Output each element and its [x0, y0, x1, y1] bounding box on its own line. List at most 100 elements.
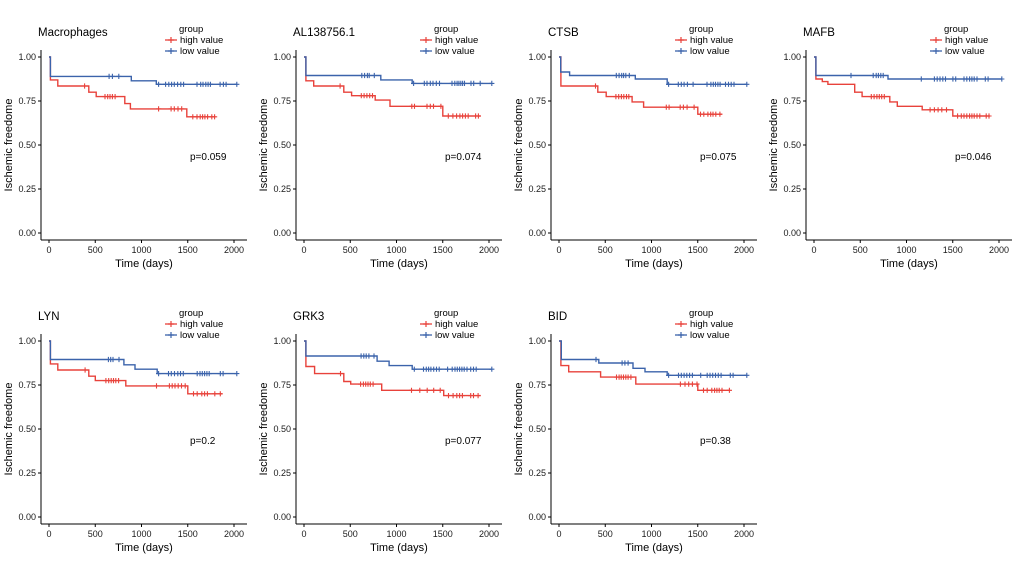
- panel-title: AL138756.1: [293, 27, 355, 39]
- legend-key-plus-icon: [423, 37, 429, 43]
- y-axis-title: Ischemic freedome: [768, 99, 780, 192]
- y-tick-label: 0.75: [18, 96, 36, 106]
- panel-title: BID: [548, 311, 567, 323]
- y-axis-title: Ischemic freedome: [258, 99, 270, 192]
- y-tick-label: 0.50: [528, 140, 546, 150]
- km-panel-ctsb: 0.00 0.25 0.50 0.75 1.00 0 500 1000 1500 2000 Time…: [510, 0, 765, 284]
- y-tick-label: 0.00: [18, 228, 36, 238]
- panel-title: MAFB: [803, 27, 835, 39]
- legend-key-plus-icon: [423, 48, 429, 54]
- x-tick-label: 1000: [641, 529, 661, 539]
- y-tick-label: 0.25: [18, 468, 36, 478]
- x-tick-label: 1500: [943, 245, 963, 255]
- censor-plus-marks-high-value: [337, 83, 481, 119]
- p-value-label: p=0.074: [445, 152, 482, 163]
- km-plot-mafb: 0.00 0.25 0.50 0.75 1.00 0 500 1000 1500 2000 Time…: [768, 24, 1012, 270]
- x-axis-title: Time (days): [625, 258, 683, 270]
- x-tick-label: 0: [301, 529, 306, 539]
- censor-plus-marks-high-value: [592, 83, 723, 117]
- legend-key-plus-icon: [168, 48, 174, 54]
- x-tick-label: 2000: [989, 245, 1009, 255]
- y-tick-label: 1.00: [528, 336, 546, 346]
- x-axis-title: Time (days): [880, 258, 938, 270]
- km-plot-lyn: 0.00 0.25 0.50 0.75 1.00 0 500 1000 1500 2000 Time…: [3, 308, 247, 554]
- p-value-label: p=0.2: [190, 436, 216, 447]
- y-tick-label: 0.00: [528, 228, 546, 238]
- km-curve-low-value: [49, 56, 237, 85]
- y-axis-title: Ischemic freedome: [513, 99, 525, 192]
- x-tick-label: 500: [853, 245, 868, 255]
- x-axis-title: Time (days): [370, 542, 428, 554]
- x-tick-label: 500: [343, 529, 358, 539]
- legend-item-label: high value: [690, 35, 733, 46]
- y-tick-label: 0.50: [783, 140, 801, 150]
- panel-title: GRK3: [293, 311, 324, 323]
- y-tick-label: 0.75: [528, 96, 546, 106]
- y-tick-label: 0.25: [783, 184, 801, 194]
- legend-item-label: low value: [690, 46, 730, 57]
- km-curve-low-value: [304, 340, 492, 370]
- legend-item-label: low value: [180, 46, 220, 57]
- legend-key-plus-icon: [933, 37, 939, 43]
- censor-plus-marks-low-value: [613, 72, 750, 87]
- y-tick-label: 0.25: [528, 468, 546, 478]
- x-tick-label: 2000: [479, 529, 499, 539]
- legend-title: group: [434, 308, 458, 319]
- x-tick-label: 2000: [734, 245, 754, 255]
- censor-plus-marks-low-value: [106, 73, 240, 87]
- y-tick-label: 0.75: [528, 380, 546, 390]
- x-tick-label: 2000: [479, 245, 499, 255]
- censor-plus-marks-high-value: [82, 367, 223, 397]
- km-curve-high-value: [49, 56, 216, 118]
- x-tick-label: 1500: [433, 245, 453, 255]
- legend-title: group: [434, 24, 458, 35]
- y-tick-label: 0.50: [273, 424, 291, 434]
- x-tick-label: 0: [46, 529, 51, 539]
- p-value-label: p=0.077: [445, 436, 482, 447]
- x-tick-label: 1500: [688, 529, 708, 539]
- y-tick-label: 0.75: [783, 96, 801, 106]
- x-tick-label: 500: [598, 529, 613, 539]
- panel-title: LYN: [38, 311, 60, 323]
- km-panel-lyn: 0.00 0.25 0.50 0.75 1.00 0 500 1000 1500 2000 Time…: [0, 284, 255, 568]
- y-tick-label: 0.75: [273, 380, 291, 390]
- y-tick-label: 0.25: [273, 468, 291, 478]
- legend-key-plus-icon: [678, 48, 684, 54]
- x-tick-label: 500: [598, 245, 613, 255]
- km-curve-low-value: [304, 56, 492, 85]
- x-tick-label: 2000: [224, 529, 244, 539]
- km-plot-ctsb: 0.00 0.25 0.50 0.75 1.00 0 500 1000 1500 2000 Time…: [513, 24, 757, 270]
- censor-plus-marks-low-value: [848, 72, 1005, 82]
- legend-item-label: high value: [180, 35, 223, 46]
- y-tick-label: 0.25: [18, 184, 36, 194]
- legend-item-label: low value: [435, 330, 475, 341]
- x-tick-label: 2000: [224, 245, 244, 255]
- p-value-label: p=0.059: [190, 152, 227, 163]
- x-tick-label: 1000: [131, 529, 151, 539]
- y-tick-label: 1.00: [18, 52, 36, 62]
- km-curve-low-value: [559, 340, 747, 376]
- legend-item-label: low value: [690, 330, 730, 341]
- legend-key-plus-icon: [423, 332, 429, 338]
- x-tick-label: 500: [343, 245, 358, 255]
- legend-title: group: [179, 24, 203, 35]
- p-value-label: p=0.046: [955, 152, 992, 163]
- x-tick-label: 500: [88, 529, 103, 539]
- y-axis-title: Ischemic freedome: [258, 383, 270, 476]
- y-tick-label: 0.50: [18, 424, 36, 434]
- x-tick-label: 1500: [688, 245, 708, 255]
- km-curve-high-value: [559, 56, 722, 115]
- censor-plus-marks-low-value: [358, 353, 495, 372]
- y-tick-label: 0.25: [273, 184, 291, 194]
- censor-plus-marks-high-value: [613, 374, 732, 393]
- x-tick-label: 1500: [433, 529, 453, 539]
- x-tick-label: 1500: [178, 529, 198, 539]
- km-panel-bid: 0.00 0.25 0.50 0.75 1.00 0 500 1000 1500 2000 Time…: [510, 284, 765, 568]
- km-panel-mafb: 0.00 0.25 0.50 0.75 1.00 0 500 1000 1500 2000 Time…: [765, 0, 1020, 284]
- legend-item-label: high value: [945, 35, 988, 46]
- y-tick-label: 0.25: [528, 184, 546, 194]
- x-axis-title: Time (days): [625, 542, 683, 554]
- legend-key-plus-icon: [678, 332, 684, 338]
- km-curve-high-value: [559, 340, 731, 391]
